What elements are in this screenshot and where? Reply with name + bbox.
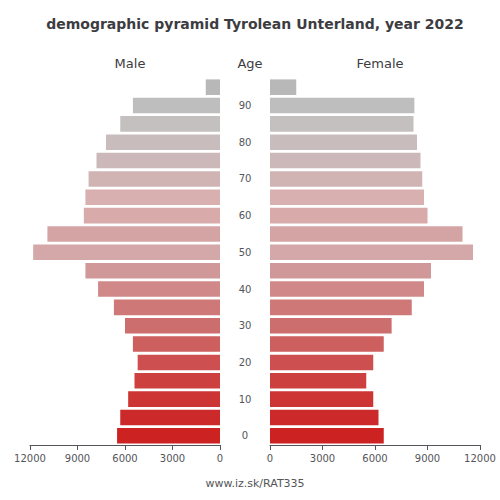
svg-text:12000: 12000 — [464, 453, 496, 464]
svg-text:9000: 9000 — [415, 453, 440, 464]
svg-text:10: 10 — [239, 394, 252, 405]
svg-text:70: 70 — [239, 173, 252, 184]
svg-text:demographic pyramid Tyrolean U: demographic pyramid Tyrolean Unterland, … — [46, 16, 464, 32]
svg-text:6000: 6000 — [112, 453, 137, 464]
svg-text:0: 0 — [242, 430, 248, 441]
svg-text:3000: 3000 — [160, 453, 185, 464]
svg-text:www.iz.sk/RAT335: www.iz.sk/RAT335 — [205, 477, 304, 490]
svg-text:Male: Male — [115, 56, 146, 71]
svg-text:60: 60 — [239, 210, 252, 221]
svg-text:40: 40 — [239, 284, 252, 295]
svg-text:20: 20 — [239, 357, 252, 368]
svg-text:30: 30 — [239, 320, 252, 331]
svg-text:9000: 9000 — [65, 453, 90, 464]
svg-text:3000: 3000 — [310, 453, 335, 464]
svg-text:0: 0 — [217, 453, 223, 464]
svg-text:Female: Female — [356, 56, 403, 71]
svg-text:12000: 12000 — [14, 453, 46, 464]
svg-text:80: 80 — [239, 137, 252, 148]
svg-text:0: 0 — [267, 453, 273, 464]
svg-text:6000: 6000 — [362, 453, 387, 464]
svg-text:Age: Age — [237, 56, 262, 71]
svg-text:90: 90 — [239, 100, 252, 111]
svg-text:50: 50 — [239, 247, 252, 258]
